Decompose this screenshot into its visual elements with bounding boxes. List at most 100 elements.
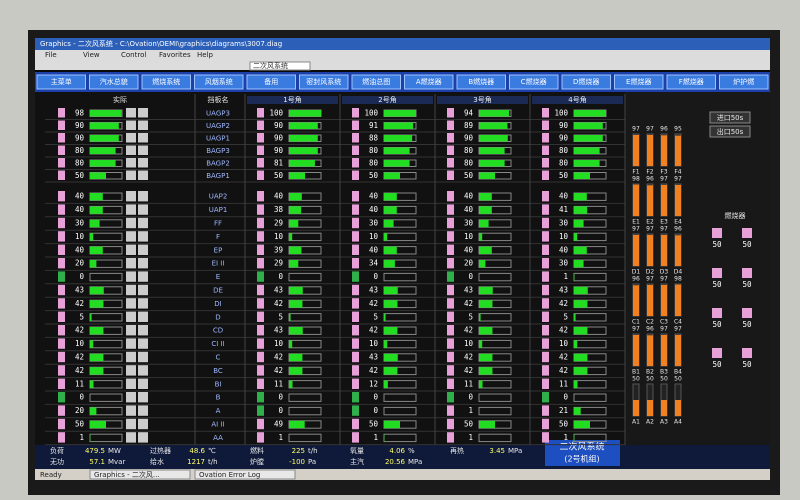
nav-button[interactable] — [509, 74, 559, 90]
button[interactable] — [138, 338, 148, 349]
button[interactable] — [138, 325, 148, 336]
button[interactable] — [138, 120, 148, 131]
button[interactable] — [138, 258, 148, 269]
nav-button[interactable] — [404, 74, 454, 90]
button[interactable] — [126, 258, 136, 269]
status-unit: MW — [108, 447, 121, 455]
bar — [574, 246, 587, 254]
button[interactable] — [138, 217, 148, 229]
button[interactable] — [138, 298, 148, 309]
nav-button[interactable] — [666, 74, 716, 90]
toolbar-field: 二次风系统 — [253, 61, 288, 70]
row-label: UAP1 — [209, 206, 228, 214]
button[interactable] — [138, 365, 148, 376]
button[interactable] — [126, 271, 136, 282]
nav-button[interactable] — [614, 74, 664, 90]
status-icon — [352, 170, 359, 180]
button[interactable] — [138, 170, 148, 181]
nav-button[interactable] — [351, 74, 401, 90]
nav-button[interactable] — [89, 74, 139, 90]
button[interactable] — [138, 351, 148, 363]
nav-button[interactable] — [299, 74, 349, 90]
nav-button[interactable] — [246, 74, 296, 90]
nav-button[interactable] — [719, 74, 769, 90]
value: 40 — [75, 245, 85, 254]
button[interactable] — [126, 418, 136, 430]
status-icon — [542, 311, 549, 322]
panel-button[interactable] — [709, 125, 751, 138]
button[interactable] — [126, 158, 136, 168]
button[interactable] — [126, 311, 136, 322]
menu-item[interactable]: Help — [197, 51, 214, 59]
button[interactable] — [138, 231, 148, 242]
button[interactable] — [126, 191, 136, 202]
nav-button[interactable] — [141, 74, 191, 90]
button[interactable] — [126, 284, 136, 296]
row-label: C — [216, 354, 221, 362]
button[interactable] — [138, 284, 148, 296]
value: 39 — [274, 245, 283, 254]
button[interactable] — [138, 271, 148, 282]
taskbar — [35, 469, 770, 480]
button[interactable] — [126, 338, 136, 349]
bar — [90, 327, 104, 335]
value: 42 — [464, 366, 473, 375]
status-icon — [257, 271, 264, 282]
button[interactable] — [126, 325, 136, 336]
nav-button[interactable] — [456, 74, 506, 90]
button[interactable] — [126, 405, 136, 416]
menu-item[interactable]: Control — [121, 51, 146, 59]
value: 34 — [369, 259, 379, 268]
button[interactable] — [138, 244, 148, 255]
button[interactable] — [126, 204, 136, 215]
button[interactable] — [126, 392, 136, 403]
button[interactable] — [138, 145, 148, 156]
button[interactable] — [138, 311, 148, 322]
button[interactable] — [138, 108, 148, 118]
button[interactable] — [138, 392, 148, 403]
status-value: 20.56 — [385, 458, 406, 466]
status-icon — [447, 405, 454, 416]
value: 80 — [559, 146, 569, 155]
button[interactable] — [126, 365, 136, 376]
group-label: D1 — [632, 269, 641, 276]
button[interactable] — [126, 108, 136, 118]
menu-item[interactable]: File — [45, 51, 57, 59]
button[interactable] — [138, 204, 148, 215]
button[interactable] — [138, 158, 148, 168]
button[interactable] — [126, 298, 136, 309]
status-icon — [257, 284, 264, 296]
button[interactable] — [138, 418, 148, 430]
nav-button[interactable] — [36, 74, 86, 90]
button[interactable] — [126, 432, 136, 443]
button[interactable] — [138, 191, 148, 202]
menu-item[interactable]: Favorites — [159, 51, 191, 59]
button[interactable] — [138, 432, 148, 443]
status-icon — [542, 120, 549, 130]
button[interactable] — [126, 120, 136, 131]
button[interactable] — [126, 145, 136, 156]
nav-button[interactable] — [561, 74, 611, 90]
status-icon — [257, 432, 264, 443]
taskbar-item[interactable] — [89, 469, 191, 480]
toolbar-field-box[interactable] — [249, 61, 311, 71]
bar — [661, 184, 667, 216]
button[interactable] — [126, 351, 136, 363]
status-icon — [257, 170, 264, 180]
button[interactable] — [138, 133, 148, 143]
button[interactable] — [126, 133, 136, 143]
button[interactable] — [126, 231, 136, 242]
nav-button[interactable] — [194, 74, 244, 90]
button[interactable] — [126, 378, 136, 389]
button[interactable] — [126, 170, 136, 181]
value: 11 — [274, 379, 283, 388]
button[interactable] — [126, 217, 136, 229]
menu-item[interactable]: View — [83, 51, 100, 59]
taskbar-item[interactable] — [194, 469, 296, 480]
button[interactable] — [138, 405, 148, 416]
value: 0 — [278, 406, 283, 415]
button[interactable] — [126, 244, 136, 255]
button[interactable] — [138, 378, 148, 389]
panel-button[interactable] — [709, 111, 751, 124]
group-value: 97 — [646, 226, 654, 233]
